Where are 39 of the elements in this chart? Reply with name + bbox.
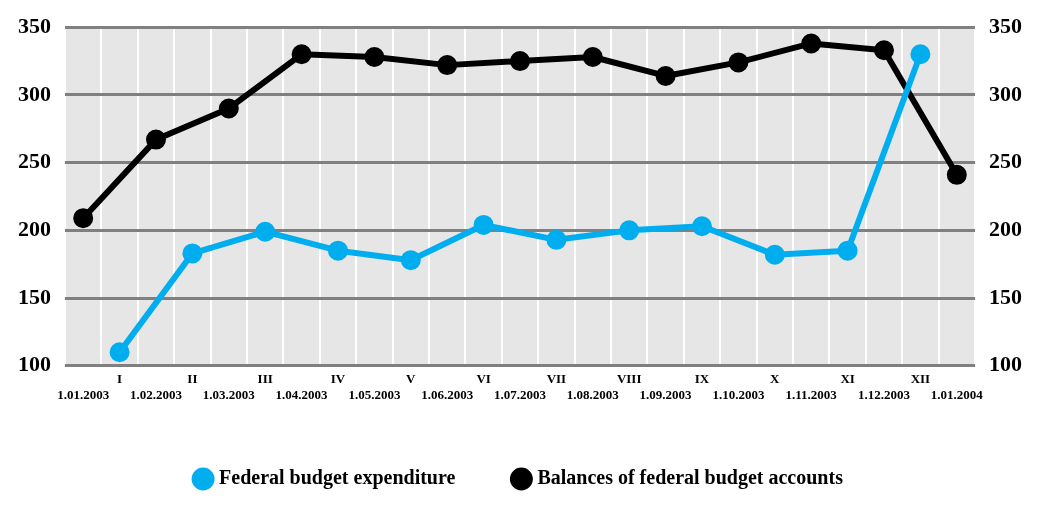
x-tick-label: 1.05.2003 bbox=[348, 386, 401, 402]
y2-tick-label: 300 bbox=[989, 80, 1022, 106]
x-tick-label: 1.09.2003 bbox=[639, 386, 693, 402]
x-tick-label: 1.06.2003 bbox=[421, 386, 474, 402]
y2-tick-label: 250 bbox=[989, 148, 1022, 174]
legend-label: Federal budget expenditure bbox=[219, 466, 456, 490]
y-tick-label: 250 bbox=[18, 148, 51, 174]
x-tick-label: 1.03.2003 bbox=[202, 386, 256, 402]
x-tick-label: IX bbox=[694, 370, 710, 386]
x-tick-label: VII bbox=[546, 370, 567, 386]
x-tick-label: 1.08.2003 bbox=[566, 386, 620, 402]
y2-tick-label: 350 bbox=[989, 12, 1022, 38]
y2-tick-label: 150 bbox=[989, 283, 1022, 309]
x-tick-label: 1.07.2003 bbox=[494, 386, 547, 402]
x-tick-label: III bbox=[257, 370, 273, 386]
x-tick-label: V bbox=[406, 370, 417, 386]
y-tick-label: 350 bbox=[18, 12, 51, 38]
y2-tick-label: 200 bbox=[989, 216, 1022, 242]
x-tick-label: 1.01.2003 bbox=[57, 386, 110, 402]
y2-tick-label: 100 bbox=[989, 351, 1022, 377]
x-tick-label: VIII bbox=[616, 370, 642, 386]
legend-label: Balances of federal budget accounts bbox=[537, 466, 844, 490]
y-tick-label: 300 bbox=[18, 80, 51, 106]
x-tick-label: 1.04.2003 bbox=[275, 386, 329, 402]
x-tick-label: XI bbox=[840, 370, 855, 386]
y-tick-label: 200 bbox=[18, 216, 51, 242]
x-tick-label: I bbox=[117, 370, 123, 386]
x-tick-label: VI bbox=[476, 370, 491, 386]
y-tick-label: 100 bbox=[18, 351, 51, 377]
x-tick-label: 1.11.2003 bbox=[785, 386, 838, 402]
x-tick-label: XII bbox=[910, 370, 931, 386]
x-tick-label: II bbox=[187, 370, 198, 386]
x-tick-label: 1.12.2003 bbox=[858, 386, 911, 402]
x-tick-label: 1.10.2003 bbox=[712, 386, 765, 402]
x-tick-label: X bbox=[770, 370, 781, 386]
y-tick-label: 150 bbox=[18, 283, 51, 309]
x-tick-label: IV bbox=[330, 370, 346, 386]
x-tick-label: 1.01.2004 bbox=[930, 386, 984, 402]
x-tick-label: 1.02.2003 bbox=[130, 386, 183, 402]
